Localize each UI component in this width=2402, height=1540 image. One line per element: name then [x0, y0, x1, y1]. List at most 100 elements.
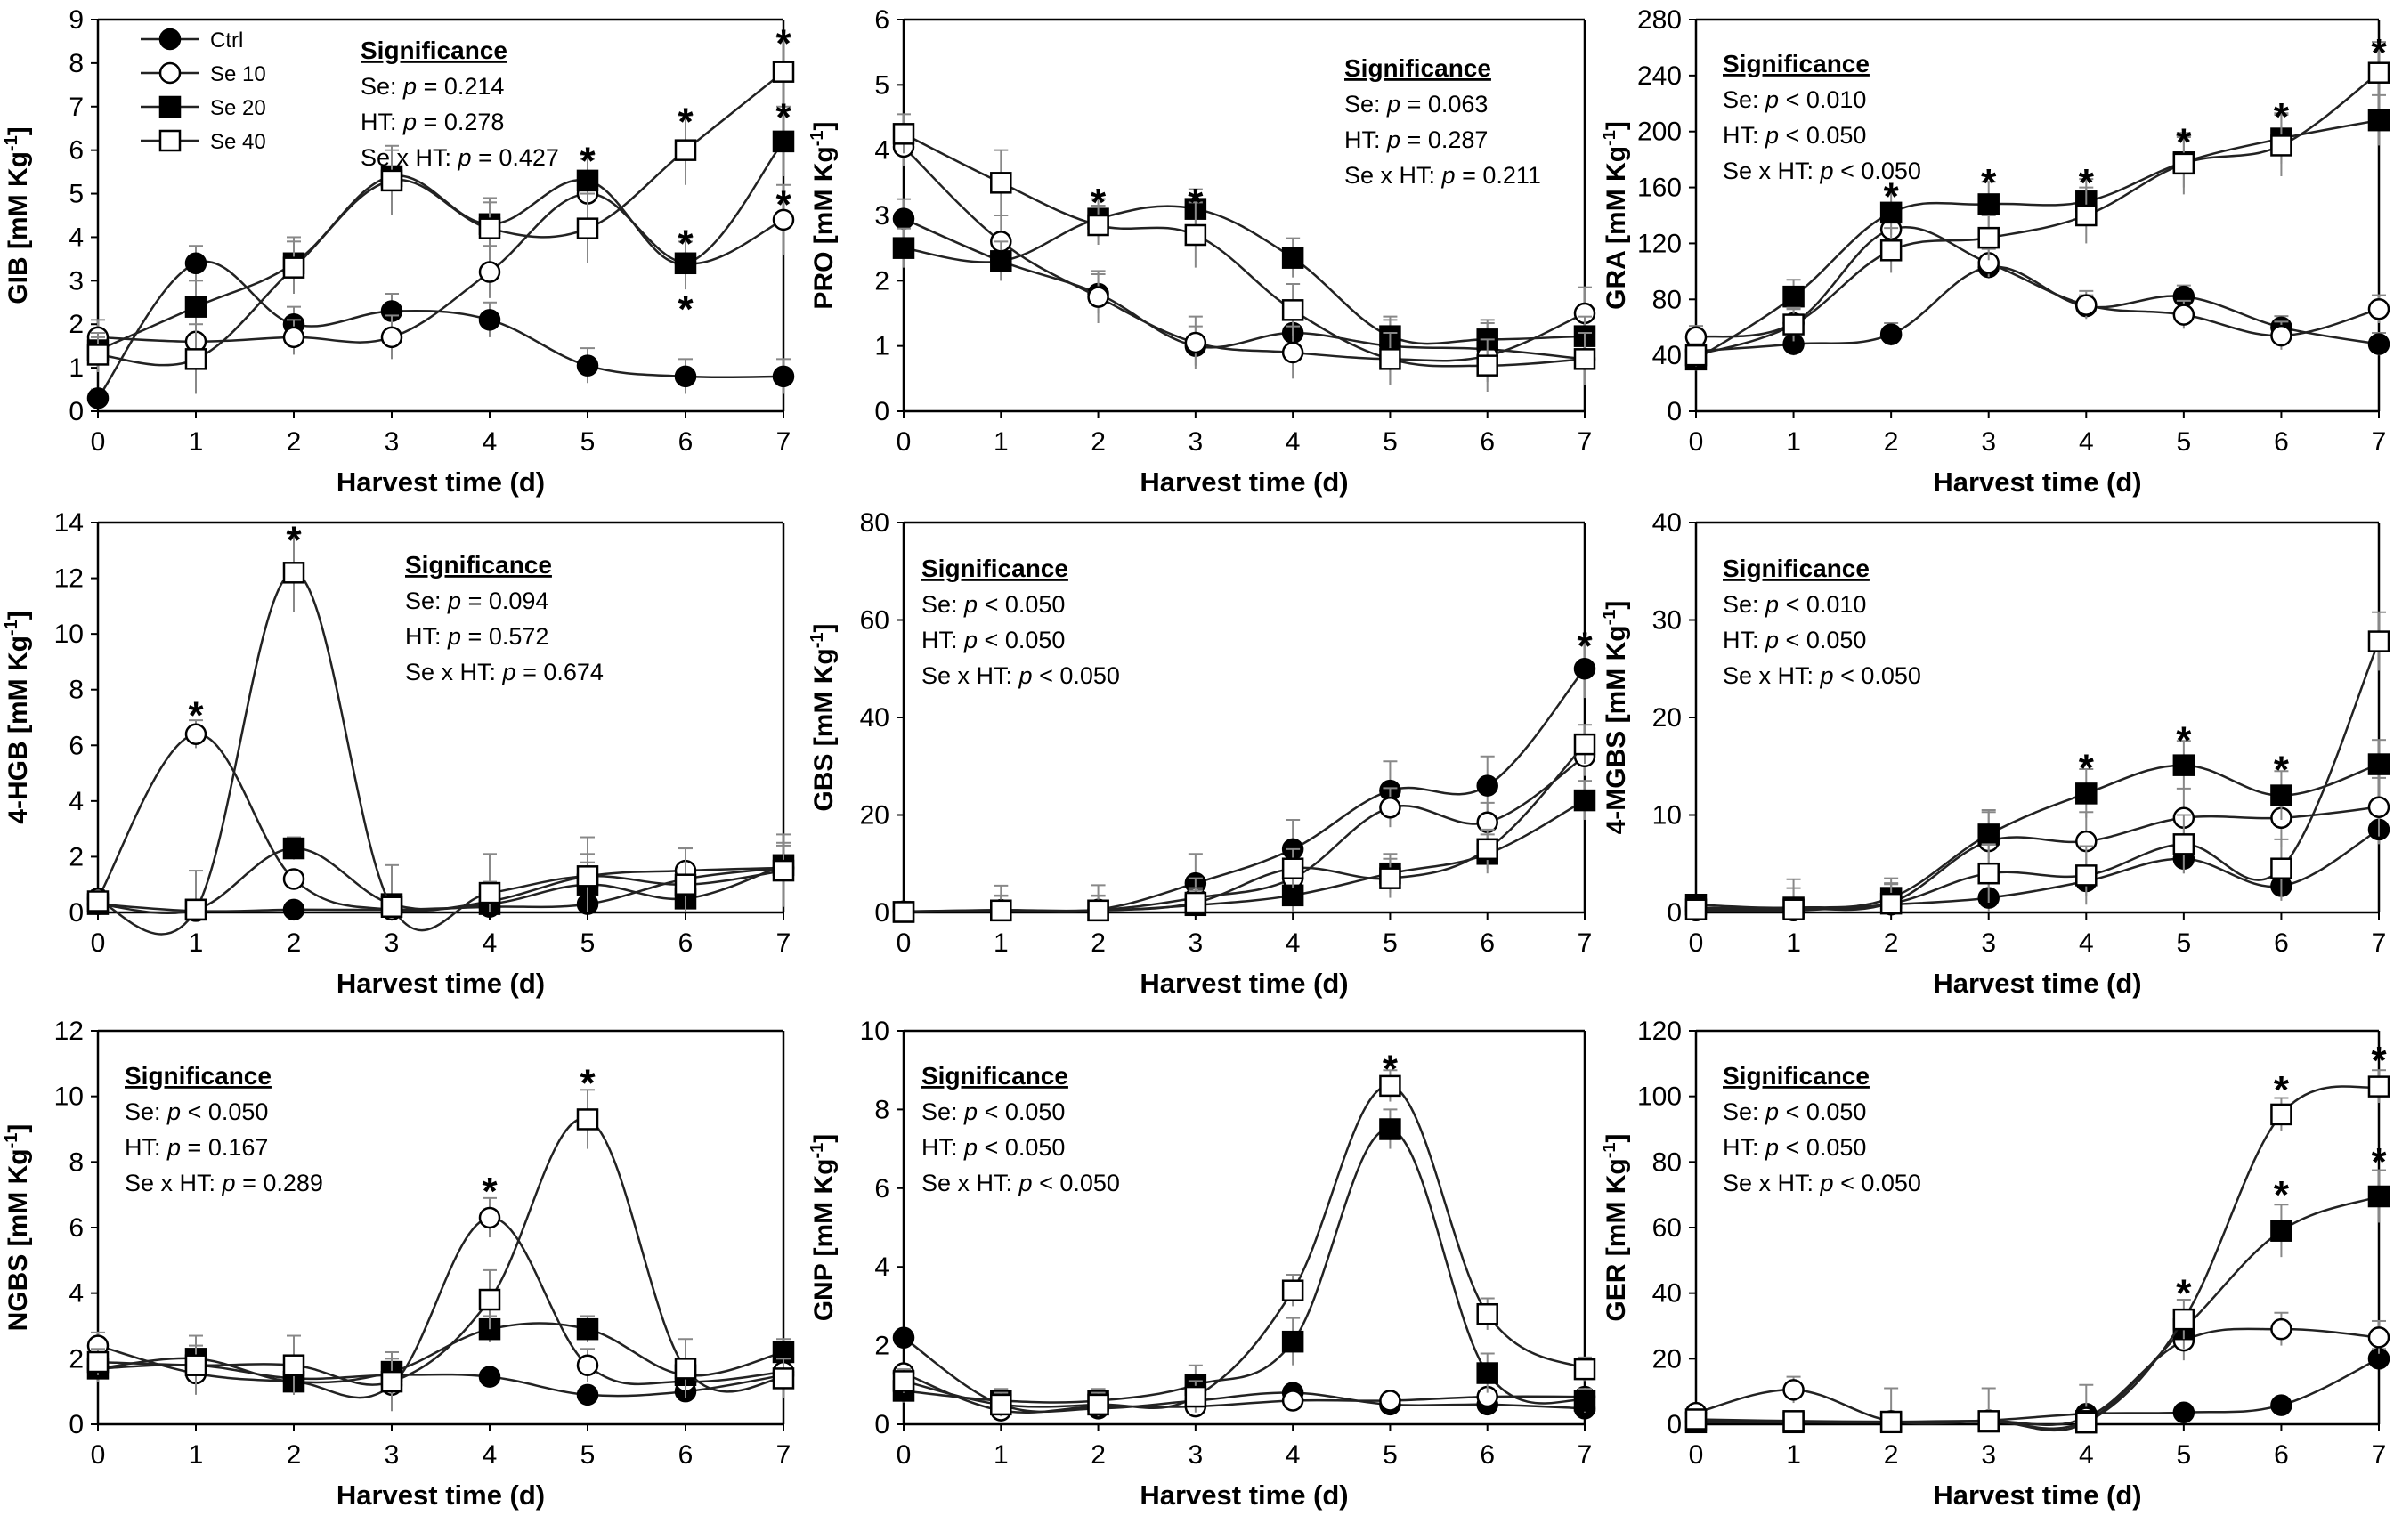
data-point: [282, 1354, 305, 1376]
data-point: [2367, 1326, 2390, 1349]
x-tick-label: 7: [1578, 1440, 1593, 1470]
y-tick-label: 9: [69, 5, 84, 35]
significance-factor: Se x HT:: [405, 659, 503, 685]
y-tick-label: 2: [874, 266, 889, 296]
data-point: [478, 881, 501, 904]
x-tick-label: 1: [1786, 1440, 1801, 1470]
y-axis-label: GBS [mM Kg-1]: [807, 623, 839, 811]
x-tick-label: 0: [91, 427, 106, 457]
significance-line: Se x HT: p < 0.050: [921, 1170, 1120, 1196]
x-tick-label: 2: [1884, 1440, 1899, 1470]
data-point: [1977, 1410, 2000, 1432]
data-point: [2172, 754, 2195, 776]
y-tick-label: 1: [874, 332, 889, 361]
y-axis-label-superscript: -1: [2, 135, 21, 151]
y-axis-label-end: ]: [4, 126, 33, 135]
significance-star: *: [2371, 31, 2387, 75]
data-point: [576, 354, 599, 377]
panel-pro: 0 1 2 3 4 5 6 0 1 2 3 4 5 6 7 Harvest time (d) PRO [mM K…: [807, 5, 1596, 498]
data-point: [1684, 898, 1708, 920]
y-tick-label: 20: [1652, 703, 1682, 733]
data-point: [1476, 838, 1498, 861]
significance-value: < 0.050: [1779, 1098, 1866, 1125]
significance-p: p: [1765, 1134, 1779, 1161]
data-point: [2367, 298, 2390, 320]
y-tick-label: 6: [874, 5, 889, 35]
significance-line: Se x HT: p < 0.050: [1723, 158, 1921, 184]
y-tick-label: 12: [54, 1017, 84, 1046]
y-tick-label: 2: [69, 1344, 84, 1374]
legend-marker: [158, 61, 182, 85]
significance-factor: Se x HT:: [1723, 1170, 1821, 1196]
x-tick-label: 3: [1189, 427, 1204, 457]
significance-star: *: [1091, 181, 1107, 224]
y-axis-label: GIB [mM Kg-1]: [2, 126, 33, 304]
data-point: [1184, 331, 1207, 354]
data-point: [2270, 857, 2292, 879]
data-point: [282, 326, 305, 349]
significance-star: *: [482, 1170, 498, 1213]
data-point: [990, 1393, 1012, 1416]
data-point: [86, 387, 110, 409]
y-tick-label: 8: [69, 1147, 84, 1177]
significance-value: < 0.010: [1779, 591, 1866, 618]
data-point: [1573, 789, 1596, 812]
y-tick-label: 120: [1637, 1017, 1682, 1046]
data-point: [478, 1366, 501, 1388]
y-tick-label: 40: [1652, 508, 1682, 538]
y-tick-label: 120: [1637, 229, 1682, 258]
data-point: [674, 873, 697, 896]
significance-value: = 0.289: [236, 1170, 323, 1196]
x-tick-label: 4: [1286, 427, 1301, 457]
data-point: [1281, 341, 1304, 364]
significance-value: < 0.050: [978, 627, 1065, 653]
y-axis-label-superscript: -1: [1600, 1142, 1619, 1158]
data-point: [2172, 304, 2195, 326]
series-se-40: [1684, 41, 2390, 367]
x-tick-label: 7: [1578, 427, 1593, 457]
data-point: [1476, 774, 1498, 797]
data-point: [892, 207, 915, 230]
significance-line: Se x HT: p < 0.050: [1723, 1170, 1921, 1196]
x-tick-label: 2: [287, 928, 302, 958]
panel-gib: 0 1 2 3 4 5 6 7 8 9 0 1 2 3 4 5 6 7 Harvest time (d) GIB [m…: [2, 5, 795, 498]
significance-star: *: [1884, 175, 1900, 219]
data-point: [772, 859, 795, 882]
data-point: [2075, 204, 2098, 227]
data-point: [772, 365, 795, 388]
x-tick-label: 4: [1286, 1440, 1301, 1470]
significance-star: *: [2274, 1173, 2290, 1217]
significance-value: < 0.050: [1834, 1170, 1921, 1196]
x-tick-label: 7: [776, 1440, 791, 1470]
data-point: [1879, 239, 1903, 262]
y-axis-label-superscript: -1: [2, 1133, 21, 1149]
data-point: [576, 1354, 599, 1376]
data-point: [1782, 898, 1805, 920]
y-tick-label: 100: [1637, 1082, 1682, 1112]
series-line: [903, 217, 1586, 361]
significance-line: Se x HT: p = 0.427: [361, 144, 559, 171]
y-tick-label: 2: [874, 1332, 889, 1361]
significance-value: < 0.010: [1779, 86, 1866, 113]
y-tick-label: 20: [1652, 1344, 1682, 1374]
data-point: [282, 898, 305, 921]
significance-p: p: [402, 109, 417, 135]
data-point: [1782, 1410, 1805, 1432]
data-point: [2367, 61, 2390, 84]
x-tick-label: 0: [1689, 427, 1704, 457]
significance-value: < 0.050: [1033, 1170, 1120, 1196]
y-tick-label: 10: [54, 620, 84, 649]
legend: Ctrl Se 10 Se 20 Se 40: [141, 28, 266, 154]
data-point: [184, 723, 207, 746]
y-tick-label: 0: [1667, 397, 1682, 426]
x-tick-label: 6: [2274, 1440, 2289, 1470]
y-tick-label: 40: [1652, 341, 1682, 370]
x-tick-label: 4: [1286, 928, 1301, 958]
significance-p: p: [458, 144, 472, 171]
y-tick-label: 10: [860, 1017, 889, 1046]
y-axis-label-end: ]: [809, 121, 839, 130]
y-tick-label: 4: [69, 787, 84, 816]
significance-p: p: [447, 623, 461, 650]
